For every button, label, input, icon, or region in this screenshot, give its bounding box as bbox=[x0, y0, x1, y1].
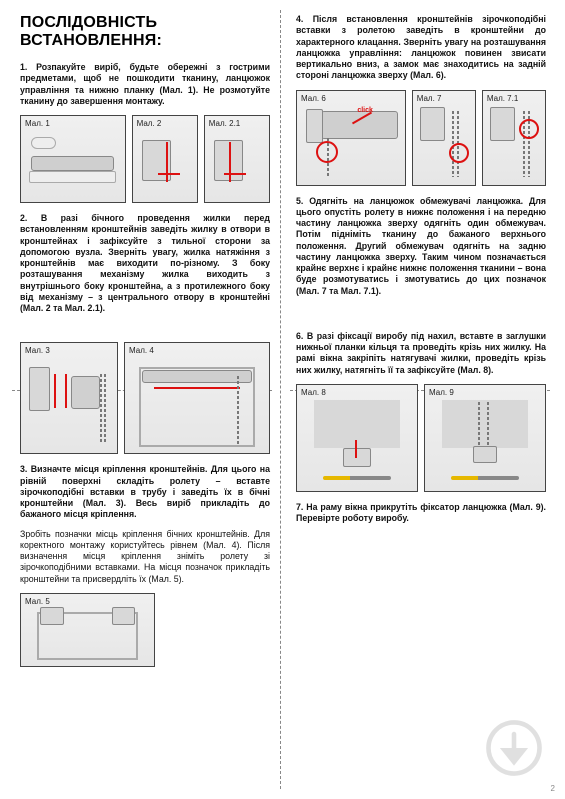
fig2-label: Мал. 2 bbox=[137, 119, 162, 128]
step-3b-text: Зробіть позначки місць кріплення бічних … bbox=[20, 529, 270, 585]
figure-7: Мал. 7 bbox=[412, 90, 476, 186]
step-7-text: 7. На раму вікна прикрутіть фіксатор лан… bbox=[296, 502, 546, 525]
fig6-label: Мал. 6 bbox=[301, 94, 326, 103]
step-3a-text: 3. Визначте місця кріплення кронштейнів.… bbox=[20, 464, 270, 520]
step-4: 4. Після встановлення кронштейнів зірочк… bbox=[296, 14, 546, 80]
step-4-text: 4. Після встановлення кронштейнів зірочк… bbox=[296, 14, 546, 82]
figure-5: Мал. 5 bbox=[20, 593, 155, 667]
fig9-label: Мал. 9 bbox=[429, 388, 454, 397]
instruction-page: ПОСЛІДОВНІСТЬ ВСТАНОВЛЕННЯ: 1. Розпакуйт… bbox=[0, 0, 565, 799]
figure-2: Мал. 2 bbox=[132, 115, 198, 203]
step-7: 7. На раму вікна прикрутіть фіксатор лан… bbox=[296, 502, 546, 523]
step-2-text: 2. В разі бічного проведення жилки перед… bbox=[20, 213, 270, 314]
fig3-label: Мал. 3 bbox=[25, 346, 50, 355]
fig7-label: Мал. 7 bbox=[417, 94, 442, 103]
fig21-label: Мал. 2.1 bbox=[209, 119, 240, 128]
fig5-label: Мал. 5 bbox=[25, 597, 50, 606]
figure-row-1: Мал. 1 Мал. 2 Мал. 2.1 bbox=[20, 115, 270, 203]
figure-row-5: Мал. 8 Мал. 9 bbox=[296, 384, 546, 492]
figure-9: Мал. 9 bbox=[424, 384, 546, 492]
step-2: 2. В разі бічного проведення жилки перед… bbox=[20, 213, 270, 313]
figure-6: Мал. 6 click bbox=[296, 90, 406, 186]
vertical-divider bbox=[280, 10, 281, 789]
fig71-label: Мал. 7.1 bbox=[487, 94, 518, 103]
fig8-label: Мал. 8 bbox=[301, 388, 326, 397]
fig4-label: Мал. 4 bbox=[129, 346, 154, 355]
right-column: 4. Після встановлення кронштейнів зірочк… bbox=[296, 14, 546, 532]
page-title: ПОСЛІДОВНІСТЬ ВСТАНОВЛЕННЯ: bbox=[20, 14, 270, 50]
figure-8: Мал. 8 bbox=[296, 384, 418, 492]
step-1-text: 1. Розпакуйте виріб, будьте обережні з г… bbox=[20, 62, 270, 107]
figure-row-4: Мал. 6 click Мал. 7 Мал. 7.1 bbox=[296, 90, 546, 186]
left-column: ПОСЛІДОВНІСТЬ ВСТАНОВЛЕННЯ: 1. Розпакуйт… bbox=[20, 14, 270, 677]
figure-row-3: Мал. 5 bbox=[20, 593, 270, 667]
step-6-text: 6. В разі фіксації виробу під нахил, вст… bbox=[296, 331, 546, 376]
step-6: 6. В разі фіксації виробу під нахил, вст… bbox=[296, 331, 546, 375]
figure-1: Мал. 1 bbox=[20, 115, 126, 203]
step-3a: 3. Визначте місця кріплення кронштейнів.… bbox=[20, 464, 270, 519]
figure-2-1: Мал. 2.1 bbox=[204, 115, 270, 203]
fig1-label: Мал. 1 bbox=[25, 119, 50, 128]
page-number: 2 bbox=[551, 784, 555, 793]
figure-3: Мал. 3 bbox=[20, 342, 118, 454]
step-1: 1. Розпакуйте виріб, будьте обережні з г… bbox=[20, 62, 270, 106]
figure-7-1: Мал. 7.1 bbox=[482, 90, 546, 186]
figure-4: Мал. 4 bbox=[124, 342, 270, 454]
figure-row-2: Мал. 3 Мал. 4 bbox=[20, 342, 270, 454]
step-5: 5. Одягніть на ланцюжок обмежувачі ланцю… bbox=[296, 196, 546, 296]
step-5-text: 5. Одягніть на ланцюжок обмежувачі ланцю… bbox=[296, 196, 546, 297]
watermark-icon bbox=[485, 719, 543, 777]
